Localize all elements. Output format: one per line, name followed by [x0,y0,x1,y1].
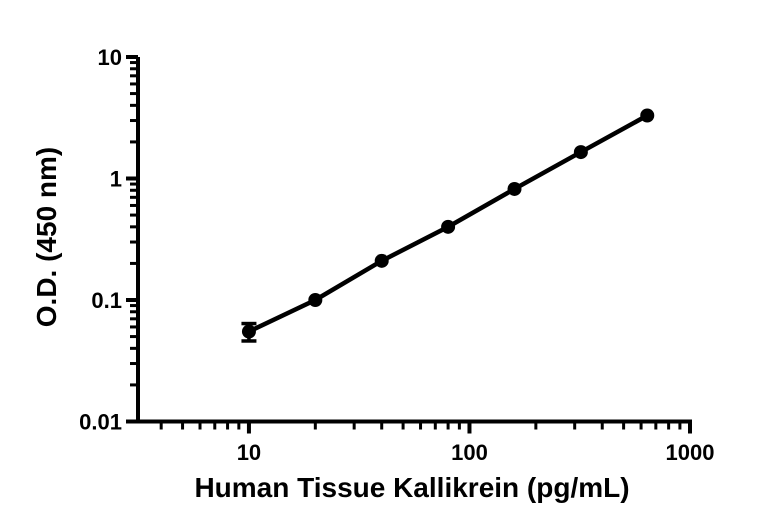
data-point [374,253,389,268]
y-tick-label: 1 [110,167,122,192]
chart-layer: 10 100 1000 0.01 0.1 1 10 [79,45,714,465]
data-point [640,108,655,123]
y-tick-label: 0.01 [79,410,122,435]
data-point [573,145,588,160]
y-tick-label: 10 [98,45,122,70]
x-tick-label: 1000 [666,440,715,465]
x-tick-label: 100 [451,440,488,465]
data-point [308,293,323,307]
x-axis-title: Human Tissue Kallikrein (pg/mL) [194,472,629,503]
x-tick-label: 10 [237,440,261,465]
y-tick-label: 0.1 [91,288,122,313]
data-point [441,219,456,234]
data-point [507,181,522,196]
y-axis-title: O.D. (450 nm) [31,147,62,327]
data-point [241,324,256,339]
